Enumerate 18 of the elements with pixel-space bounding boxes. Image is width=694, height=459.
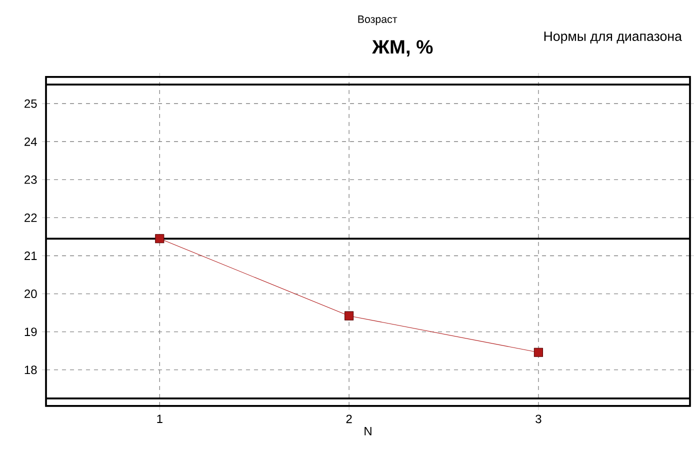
point — [344, 311, 354, 320]
y-tick-label: 24 — [24, 137, 37, 146]
y-tick-label: 23 — [24, 175, 37, 184]
x-tick-label: 3 — [536, 414, 542, 424]
x-axis-title: N — [364, 427, 372, 436]
x-tick-label: 2 — [346, 414, 352, 424]
point — [155, 234, 164, 244]
y-tick-label: 18 — [24, 366, 37, 374]
text: Возраст — [358, 16, 398, 26]
chart-title: ЖМ, % — [372, 40, 433, 56]
y-tick-label: 22 — [24, 214, 37, 222]
y-tick-label: 19 — [24, 328, 37, 336]
y-tick-label: 25 — [24, 99, 37, 108]
y-tick-label: 21 — [24, 252, 37, 260]
x-tick-label: 1 — [157, 414, 162, 423]
text: Нормы для диапазона — [544, 32, 682, 44]
point — [534, 348, 544, 357]
y-tick-label: 20 — [24, 290, 37, 298]
